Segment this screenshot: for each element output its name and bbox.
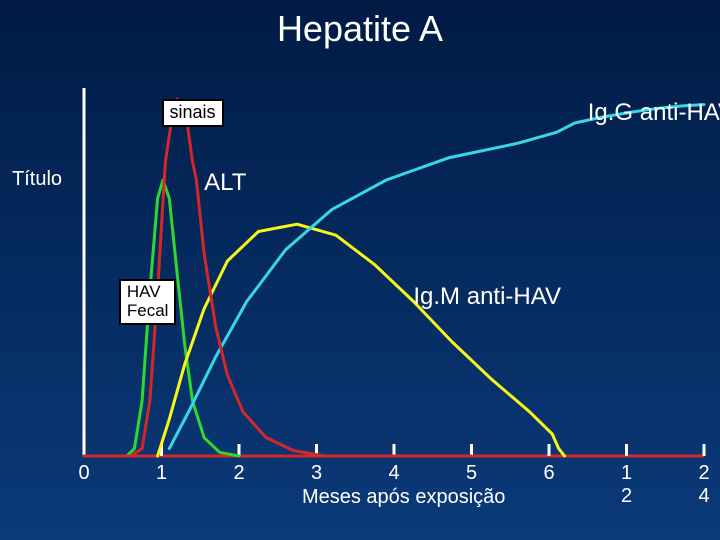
x-tick-label: 3 bbox=[302, 462, 332, 485]
chart-svg bbox=[84, 88, 704, 456]
y-axis-label: Título bbox=[12, 168, 62, 191]
x-tick-label: 2 bbox=[224, 462, 254, 485]
x-tick-label: 6 bbox=[534, 462, 564, 485]
x-tick-label: 1 2 bbox=[612, 462, 642, 508]
annotation-alt: ALT bbox=[204, 169, 246, 197]
annotation-igg: Ig.G anti-HAV bbox=[588, 99, 720, 127]
x-tick-label: 2 4 bbox=[689, 462, 719, 508]
x-tick-label: 4 bbox=[379, 462, 409, 485]
x-tick-label: 0 bbox=[69, 462, 99, 485]
annotation-igm: Ig.M anti-HAV bbox=[413, 283, 561, 311]
x-tick-label: 5 bbox=[457, 462, 487, 485]
annotation-hav-fecal: HAVFecal bbox=[119, 279, 177, 324]
title-text: Hepatite A bbox=[277, 8, 443, 49]
chart-area bbox=[84, 88, 704, 456]
x-tick-label: 1 bbox=[147, 462, 177, 485]
annotation-sinais: sinais bbox=[162, 99, 224, 127]
x-axis-label: Meses após exposição bbox=[255, 486, 553, 509]
page-title: Hepatite A bbox=[0, 8, 720, 50]
